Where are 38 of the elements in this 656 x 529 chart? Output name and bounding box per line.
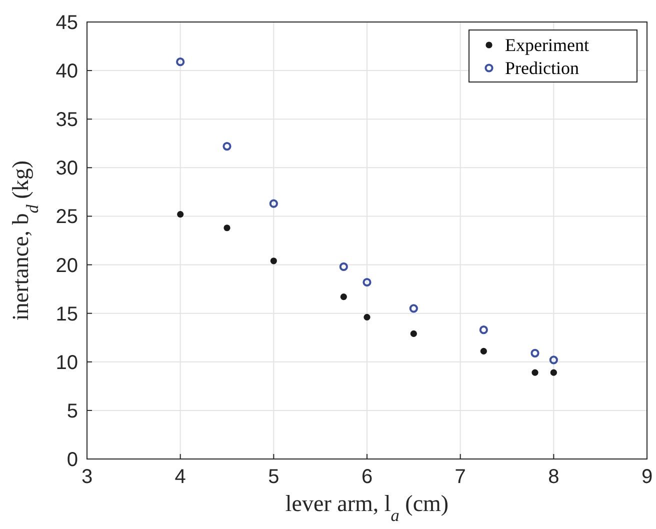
point	[177, 210, 184, 218]
y-tick-label: 25	[56, 206, 78, 228]
y-tick-label: 35	[56, 109, 78, 132]
y-tick-label: 40	[56, 60, 78, 83]
point	[480, 348, 487, 355]
x-tick-label: 5	[268, 466, 280, 488]
y-tick-label: 45	[56, 12, 78, 34]
point	[222, 142, 232, 151]
point	[530, 348, 540, 358]
y-tick-label: 10	[56, 352, 78, 374]
point	[176, 58, 185, 66]
point	[340, 294, 347, 300]
x-tick-label: 7	[454, 466, 466, 488]
point	[409, 304, 418, 313]
point	[479, 326, 488, 334]
point	[224, 224, 230, 232]
x-tick-label: 8	[548, 466, 560, 488]
x-tick-label: 4	[174, 466, 186, 488]
point	[270, 258, 277, 264]
x-tick-label: 9	[641, 466, 653, 488]
y-tick-label: 30	[56, 158, 78, 180]
x-axis-title: lever arm, l$_{a}$ (cm)	[285, 491, 449, 524]
x-tick-label: 3	[81, 466, 93, 488]
point	[269, 199, 278, 208]
point	[339, 262, 348, 272]
y-tick-label: 0	[66, 449, 78, 471]
point	[532, 369, 538, 376]
point	[362, 278, 372, 287]
point	[410, 330, 417, 338]
y-tick-label: 5	[66, 400, 78, 422]
point	[550, 369, 557, 376]
y-tick-label: 15	[56, 303, 78, 326]
y-tick-label: 20	[56, 254, 78, 277]
point	[364, 314, 370, 321]
legend-label: Experiment	[505, 35, 589, 55]
point	[549, 356, 558, 364]
legend-label: Prediction	[505, 58, 579, 78]
x-tick-label: 6	[361, 466, 373, 488]
